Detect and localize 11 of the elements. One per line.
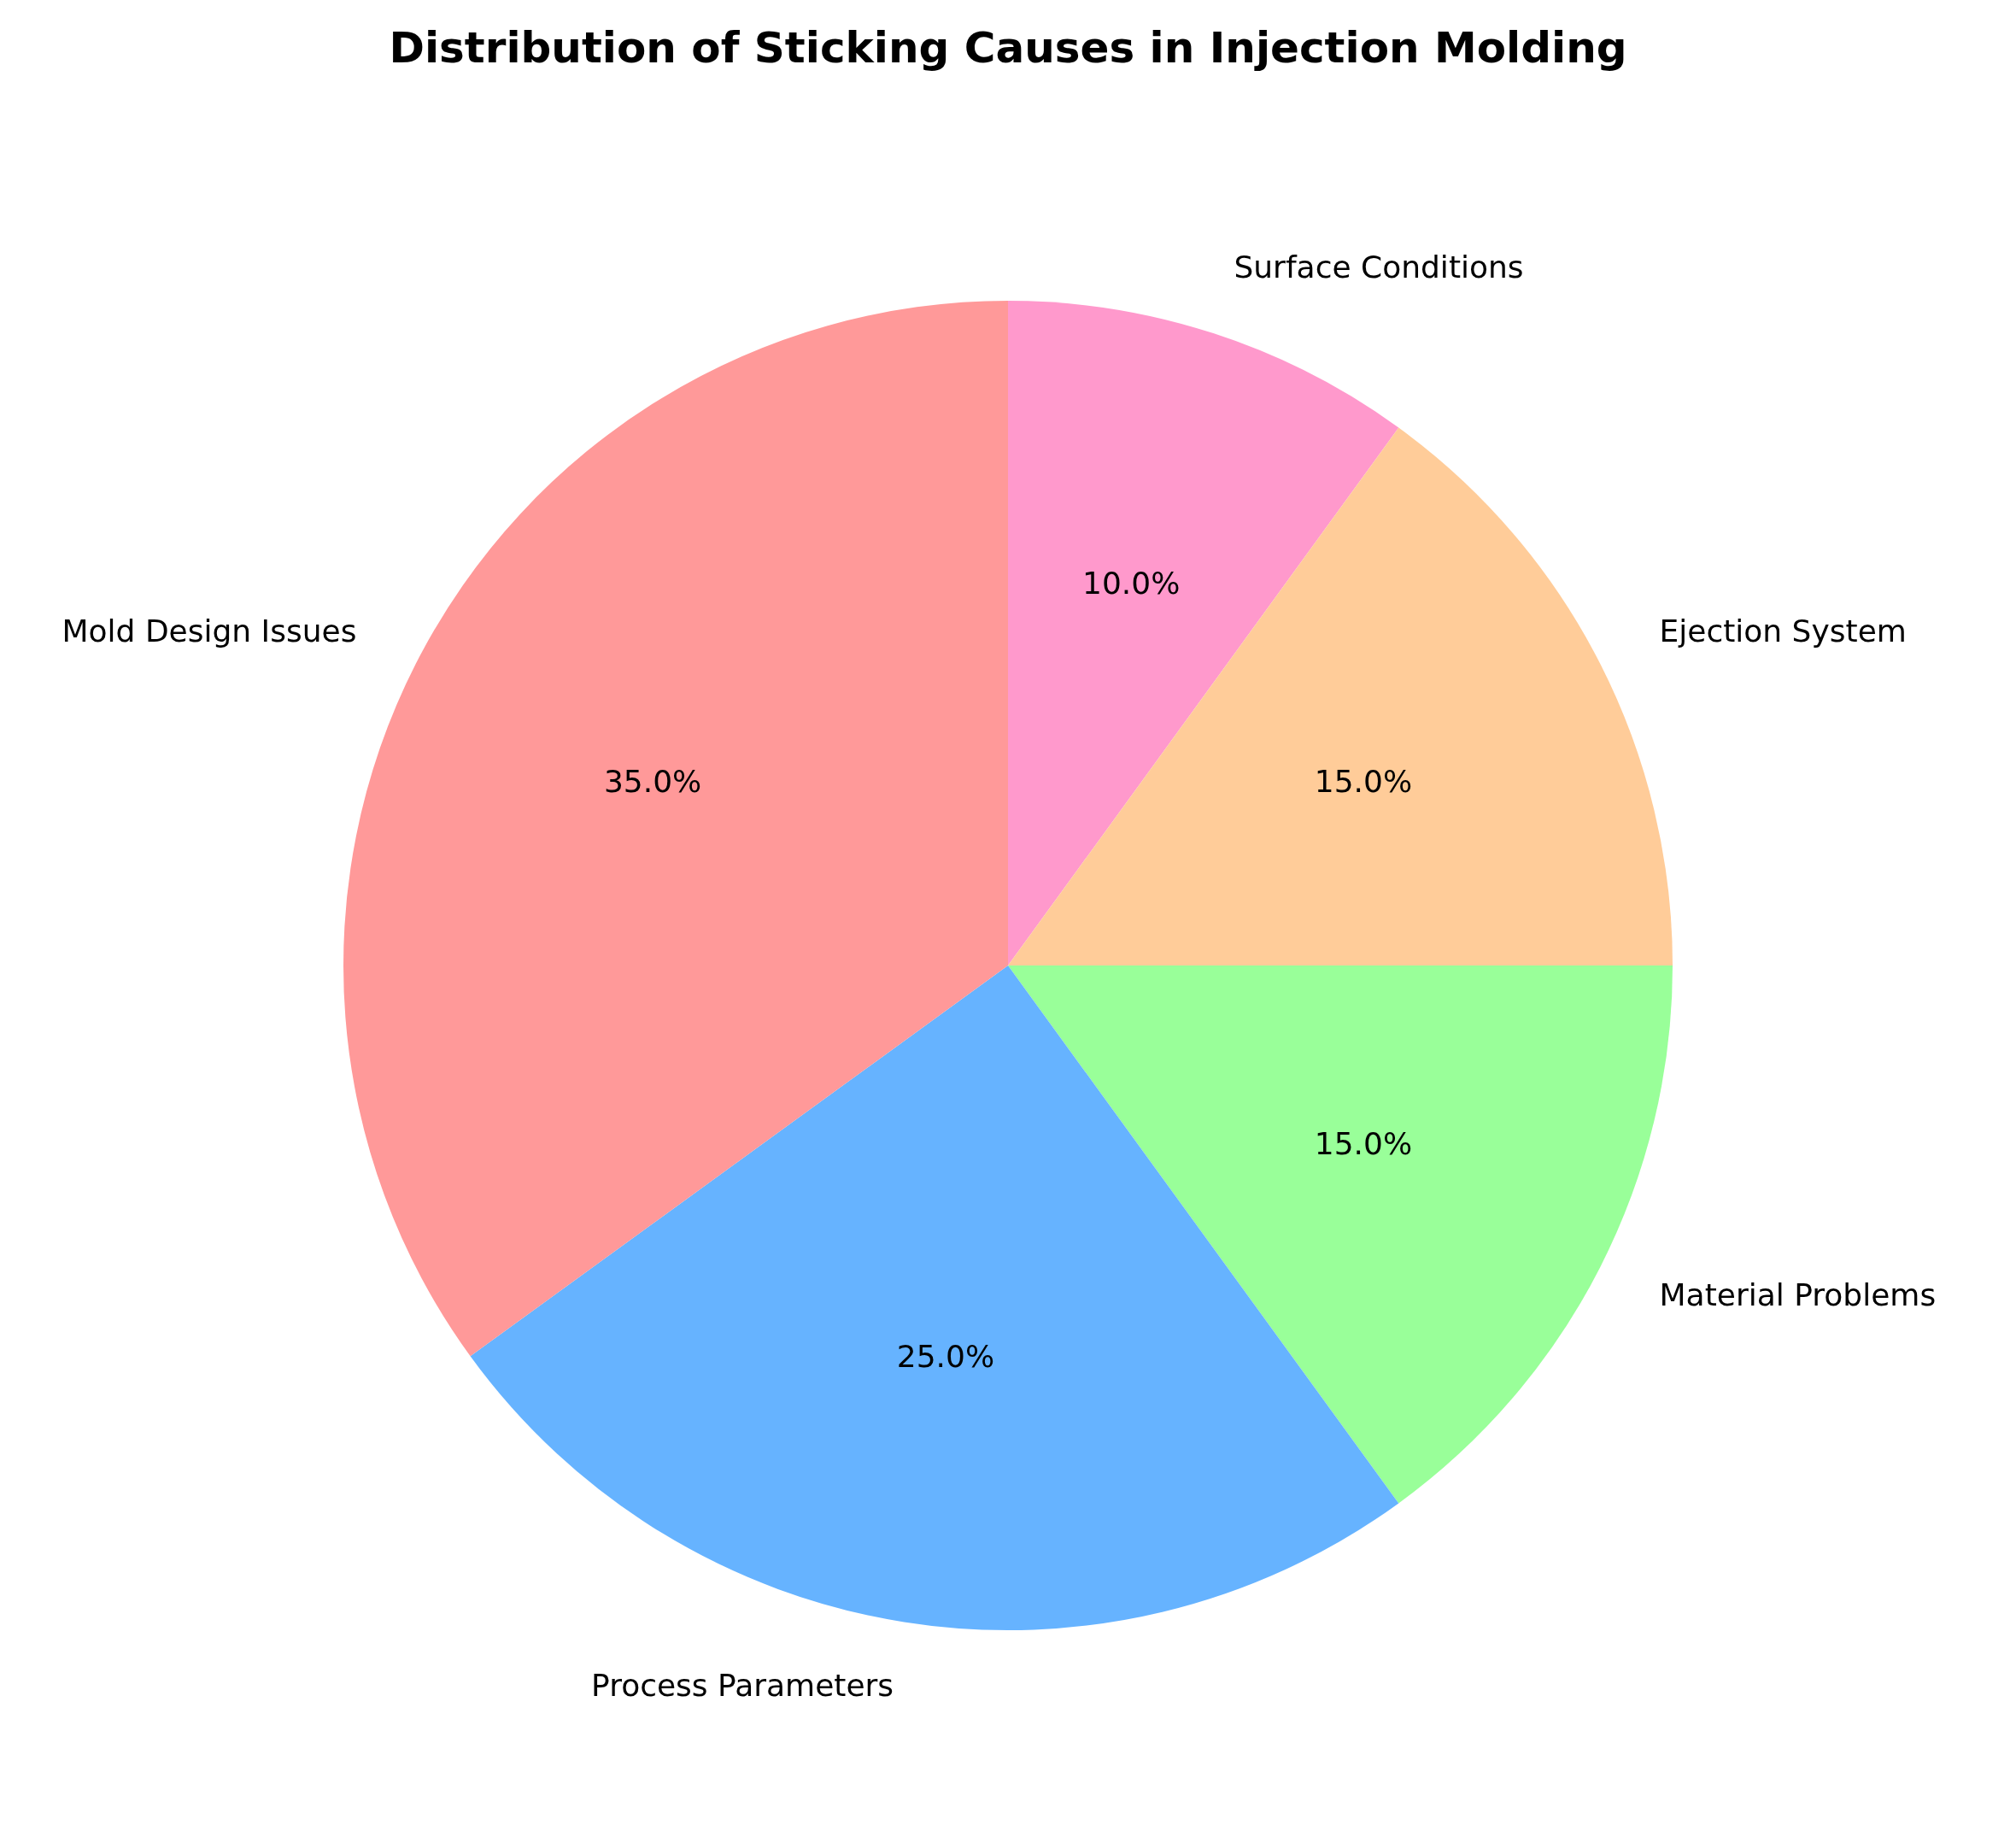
data-label: 35.0% [603, 764, 702, 800]
slice-label: Mold Design Issues [62, 613, 357, 648]
data-label: 10.0% [1082, 566, 1181, 601]
data-label: 25.0% [896, 1339, 995, 1375]
chart-title: Distribution of Sticking Causes in Injection Molding [389, 22, 1627, 73]
slice-label: Surface Conditions [1234, 249, 1524, 285]
slice-label: Material Problems [1659, 1276, 1937, 1312]
slice-label: Process Parameters [591, 1667, 894, 1703]
slice-label: Ejection System [1659, 613, 1907, 648]
data-label: 15.0% [1314, 764, 1413, 800]
data-label: 15.0% [1314, 1126, 1413, 1162]
